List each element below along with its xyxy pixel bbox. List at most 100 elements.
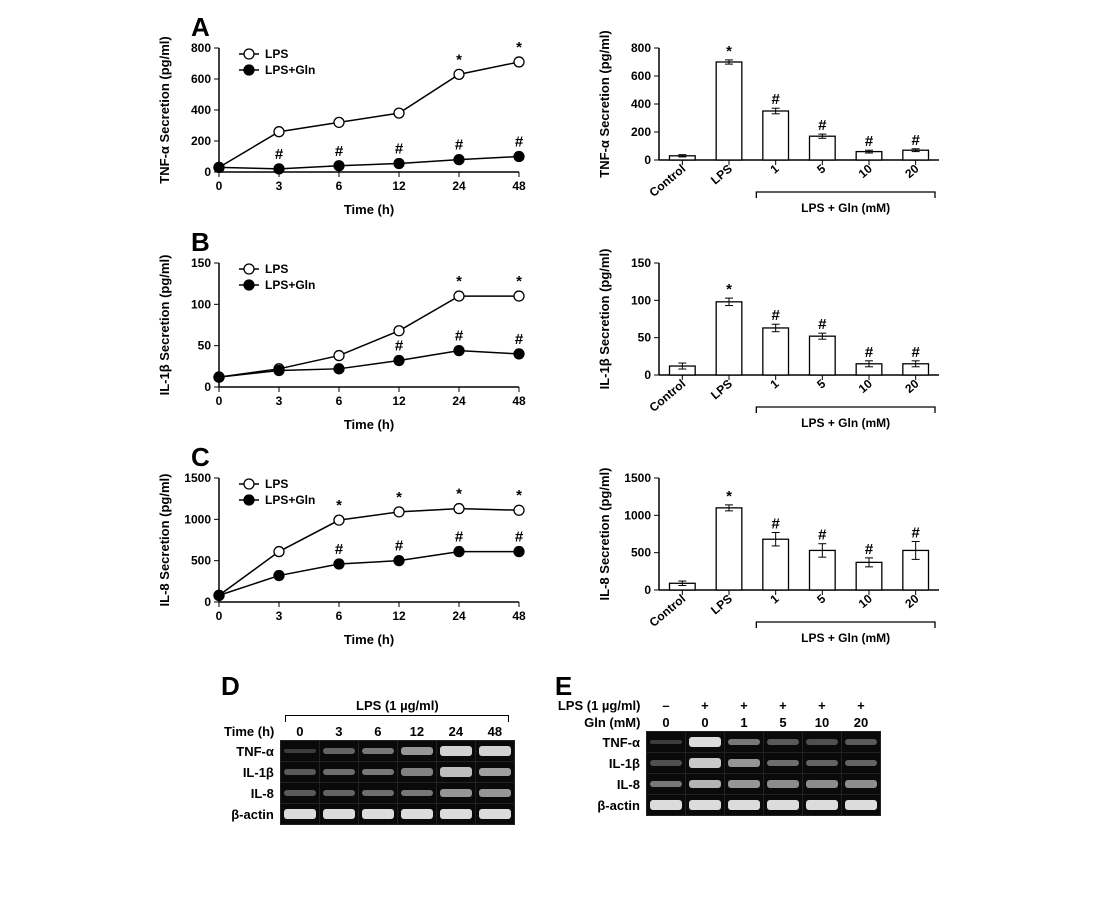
svg-text:LPS+Gln: LPS+Gln xyxy=(265,493,315,507)
svg-text:600: 600 xyxy=(191,72,211,86)
svg-text:#: # xyxy=(865,541,874,558)
panel-A-line: A0200400600800036122448Time (h)TNF-α Sec… xyxy=(151,20,531,225)
svg-text:5: 5 xyxy=(814,376,828,391)
svg-text:*: * xyxy=(396,489,402,506)
svg-text:24: 24 xyxy=(452,394,466,408)
svg-text:#: # xyxy=(911,524,920,541)
svg-text:0: 0 xyxy=(204,595,211,609)
svg-text:1: 1 xyxy=(767,161,781,176)
svg-text:Time (h): Time (h) xyxy=(344,632,394,647)
svg-text:#: # xyxy=(865,344,874,361)
svg-text:500: 500 xyxy=(631,546,651,560)
svg-text:IL-1β Secretion (pg/ml): IL-1β Secretion (pg/ml) xyxy=(597,249,612,390)
svg-text:50: 50 xyxy=(198,339,212,353)
svg-text:100: 100 xyxy=(631,293,651,307)
svg-text:6: 6 xyxy=(336,609,343,623)
svg-text:0: 0 xyxy=(644,583,651,597)
svg-text:#: # xyxy=(335,541,344,558)
svg-text:#: # xyxy=(771,307,780,324)
svg-text:TNF-α Secretion (pg/ml): TNF-α Secretion (pg/ml) xyxy=(157,36,172,183)
panel-B-line: B050100150036122448Time (h)IL-1β Secreti… xyxy=(151,235,531,440)
panel-B-bar: 050100150IL-1β Secretion (pg/ml)Control*… xyxy=(591,235,951,440)
svg-text:Control: Control xyxy=(647,377,689,415)
svg-text:3: 3 xyxy=(276,394,283,408)
svg-text:#: # xyxy=(335,143,344,160)
svg-text:800: 800 xyxy=(631,41,651,55)
panel-D: D LPS (1 µg/ml) Time (h)036122448TNF-αIL… xyxy=(221,675,515,825)
svg-text:LPS: LPS xyxy=(708,377,735,403)
svg-text:10: 10 xyxy=(856,591,875,611)
svg-text:#: # xyxy=(515,529,524,546)
panel-label-E: E xyxy=(555,671,572,702)
svg-text:LPS+Gln: LPS+Gln xyxy=(265,278,315,292)
svg-text:Control: Control xyxy=(647,162,689,200)
svg-text:#: # xyxy=(818,316,827,333)
svg-text:400: 400 xyxy=(631,97,651,111)
svg-text:*: * xyxy=(516,273,522,290)
svg-text:LPS: LPS xyxy=(265,477,288,491)
svg-text:*: * xyxy=(516,39,522,56)
svg-text:1000: 1000 xyxy=(624,508,651,522)
svg-text:IL-8 Secretion (pg/ml): IL-8 Secretion (pg/ml) xyxy=(597,468,612,601)
svg-text:10: 10 xyxy=(856,376,875,396)
svg-text:12: 12 xyxy=(392,179,406,193)
svg-text:24: 24 xyxy=(452,609,466,623)
svg-text:48: 48 xyxy=(512,179,526,193)
svg-text:*: * xyxy=(726,488,732,505)
svg-text:400: 400 xyxy=(191,103,211,117)
panel-C-bar: 050010001500IL-8 Secretion (pg/ml)Contro… xyxy=(591,450,951,655)
row-C: C050010001500036122448Time (h)IL-8 Secre… xyxy=(21,450,1081,655)
svg-text:200: 200 xyxy=(191,134,211,148)
svg-text:100: 100 xyxy=(191,297,211,311)
svg-text:48: 48 xyxy=(512,609,526,623)
svg-text:*: * xyxy=(456,51,462,68)
svg-text:800: 800 xyxy=(191,41,211,55)
svg-text:1500: 1500 xyxy=(624,471,651,485)
svg-text:6: 6 xyxy=(336,394,343,408)
panel-A-bar: 0200400600800TNF-α Secretion (pg/ml)Cont… xyxy=(591,20,951,225)
svg-text:200: 200 xyxy=(631,125,651,139)
svg-text:*: * xyxy=(726,43,732,60)
svg-text:20: 20 xyxy=(902,161,921,181)
svg-text:#: # xyxy=(771,516,780,533)
svg-text:20: 20 xyxy=(902,376,921,396)
figure-root: A0200400600800036122448Time (h)TNF-α Sec… xyxy=(21,20,1081,825)
svg-text:0: 0 xyxy=(216,609,223,623)
svg-text:LPS: LPS xyxy=(708,592,735,618)
svg-text:*: * xyxy=(516,487,522,504)
svg-text:LPS: LPS xyxy=(708,162,735,188)
svg-text:150: 150 xyxy=(631,256,651,270)
blot-row: D LPS (1 µg/ml) Time (h)036122448TNF-αIL… xyxy=(21,675,1081,825)
svg-text:1: 1 xyxy=(767,591,781,606)
svg-text:500: 500 xyxy=(191,554,211,568)
svg-text:50: 50 xyxy=(638,331,652,345)
panel-label-C: C xyxy=(191,442,210,473)
svg-text:0: 0 xyxy=(644,153,651,167)
svg-text:LPS+Gln: LPS+Gln xyxy=(265,63,315,77)
svg-text:1500: 1500 xyxy=(184,471,211,485)
svg-text:10: 10 xyxy=(856,161,875,181)
svg-text:LPS + Gln (mM): LPS + Gln (mM) xyxy=(801,416,890,430)
svg-text:*: * xyxy=(456,486,462,503)
svg-text:1: 1 xyxy=(767,376,781,391)
svg-text:*: * xyxy=(456,273,462,290)
panel-label-D: D xyxy=(221,671,240,702)
panel-C-line: C050010001500036122448Time (h)IL-8 Secre… xyxy=(151,450,531,655)
svg-text:#: # xyxy=(818,117,827,134)
svg-text:6: 6 xyxy=(336,179,343,193)
svg-text:LPS: LPS xyxy=(265,262,288,276)
svg-text:#: # xyxy=(911,344,920,361)
panel-E: E LPS (1 µg/ml)–+++++Gln (mM)00151020TNF… xyxy=(555,675,881,825)
svg-text:5: 5 xyxy=(814,591,828,606)
svg-text:0: 0 xyxy=(216,394,223,408)
svg-text:20: 20 xyxy=(902,591,921,611)
svg-text:24: 24 xyxy=(452,179,466,193)
svg-text:Time (h): Time (h) xyxy=(344,417,394,432)
svg-text:#: # xyxy=(865,133,874,150)
svg-text:LPS + Gln (mM): LPS + Gln (mM) xyxy=(801,631,890,645)
svg-text:IL-1β Secretion (pg/ml): IL-1β Secretion (pg/ml) xyxy=(157,255,172,396)
svg-text:#: # xyxy=(455,328,464,345)
svg-text:#: # xyxy=(395,140,404,157)
panel-label-A: A xyxy=(191,12,210,43)
row-B: B050100150036122448Time (h)IL-1β Secreti… xyxy=(21,235,1081,440)
